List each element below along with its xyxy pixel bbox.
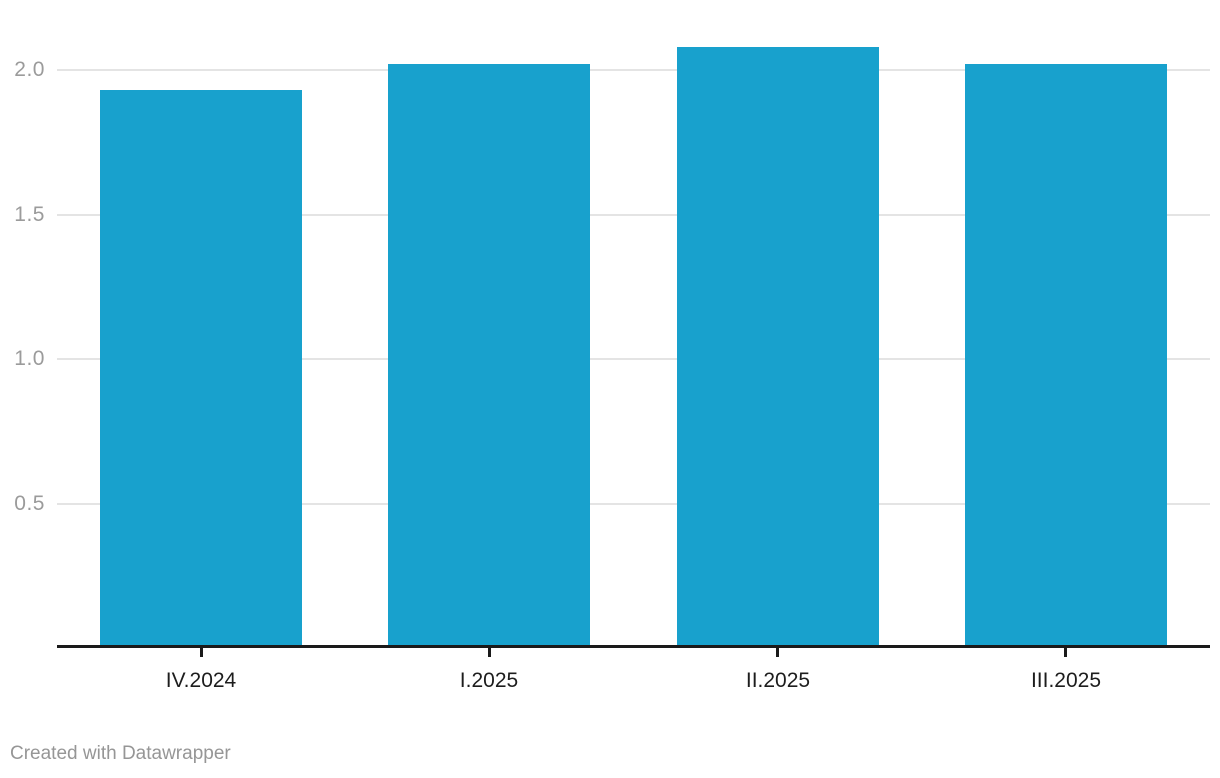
x-axis-category-label: IV.2024 [165,669,237,692]
x-axis-category-label: III.2025 [1030,669,1102,692]
x-axis-category-label: II.2025 [745,669,811,692]
bar-I.2025 [388,64,590,648]
x-axis-tick [776,648,779,657]
x-axis-tick [200,648,203,657]
bar-III.2025 [965,64,1167,648]
bar-II.2025 [677,47,879,648]
bar-IV.2024 [100,90,302,648]
x-axis-tick [1064,648,1067,657]
y-gridline [57,502,1210,505]
y-gridline [57,358,1210,360]
y-axis-tick-label: 2.0 [14,58,45,81]
x-axis-tick [488,648,491,657]
datawrapper-credit-link[interactable]: Created with Datawrapper [10,743,231,764]
x-axis-line [57,645,1210,648]
y-axis-tick-label: 1.5 [14,202,45,226]
y-gridline [57,213,1210,216]
y-axis-tick-label: 0.5 [14,491,45,515]
y-gridline [57,69,1210,71]
x-axis-category-label: I.2025 [459,669,519,692]
y-axis-tick-label: 1.0 [14,347,45,370]
